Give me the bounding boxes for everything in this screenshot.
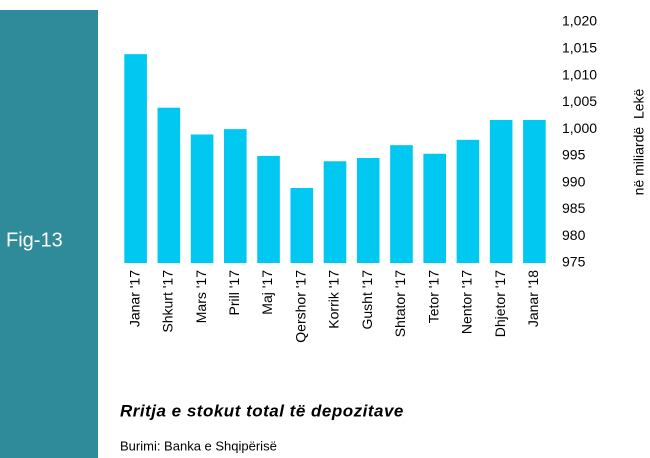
bar bbox=[124, 54, 147, 264]
x-tick-label: Dhjetor '17 bbox=[492, 270, 508, 337]
y-tick-label: 980 bbox=[562, 227, 586, 243]
bar bbox=[190, 134, 214, 263]
y-tick-label: 975 bbox=[562, 254, 586, 270]
bar bbox=[157, 107, 181, 263]
x-tick-label: Shkurt '17 bbox=[160, 270, 176, 333]
figure-label: Fig-13 bbox=[6, 229, 63, 251]
bar bbox=[423, 153, 446, 263]
x-tick-label: Qershor '17 bbox=[292, 270, 308, 343]
y-tick-label: 1,000 bbox=[562, 120, 597, 136]
x-tick-label: Mars '17 bbox=[193, 270, 209, 323]
x-tick-label: Korrik '17 bbox=[326, 270, 342, 329]
bar bbox=[224, 129, 247, 263]
bar bbox=[356, 158, 380, 263]
side-band bbox=[0, 10, 98, 458]
x-tick-label: Gusht '17 bbox=[359, 270, 375, 330]
y-tick-label: 990 bbox=[562, 173, 586, 189]
y-axis-label: në miliardë Lekë bbox=[631, 88, 647, 195]
x-tick-label: Janar '18 bbox=[525, 270, 541, 327]
x-tick-label: Maj '17 bbox=[259, 270, 275, 315]
bar bbox=[323, 161, 347, 263]
x-tick-label: Prill '17 bbox=[226, 270, 242, 316]
y-tick-label: 1,010 bbox=[562, 66, 597, 82]
bar bbox=[390, 145, 413, 263]
bar bbox=[523, 120, 546, 263]
y-tick-label: 1,020 bbox=[562, 13, 597, 29]
y-tick-label: 985 bbox=[562, 200, 586, 216]
bar bbox=[456, 139, 480, 263]
x-tick-label: Janar '17 bbox=[126, 270, 142, 327]
x-tick-label: Tetor '17 bbox=[425, 270, 441, 323]
x-tick-label: Nentor '17 bbox=[459, 270, 475, 334]
x-tick-label: Shtator '17 bbox=[392, 270, 408, 337]
source: Burimi: Banka e Shqipërisë bbox=[120, 438, 277, 453]
y-tick-label: 995 bbox=[562, 147, 586, 163]
chart-title: Rritja e stokut total të depozitave bbox=[120, 401, 404, 420]
y-tick-label: 1,005 bbox=[562, 93, 597, 109]
bar bbox=[257, 155, 280, 263]
bar bbox=[489, 120, 513, 263]
bar bbox=[290, 188, 314, 263]
y-tick-label: 1,015 bbox=[562, 39, 597, 55]
